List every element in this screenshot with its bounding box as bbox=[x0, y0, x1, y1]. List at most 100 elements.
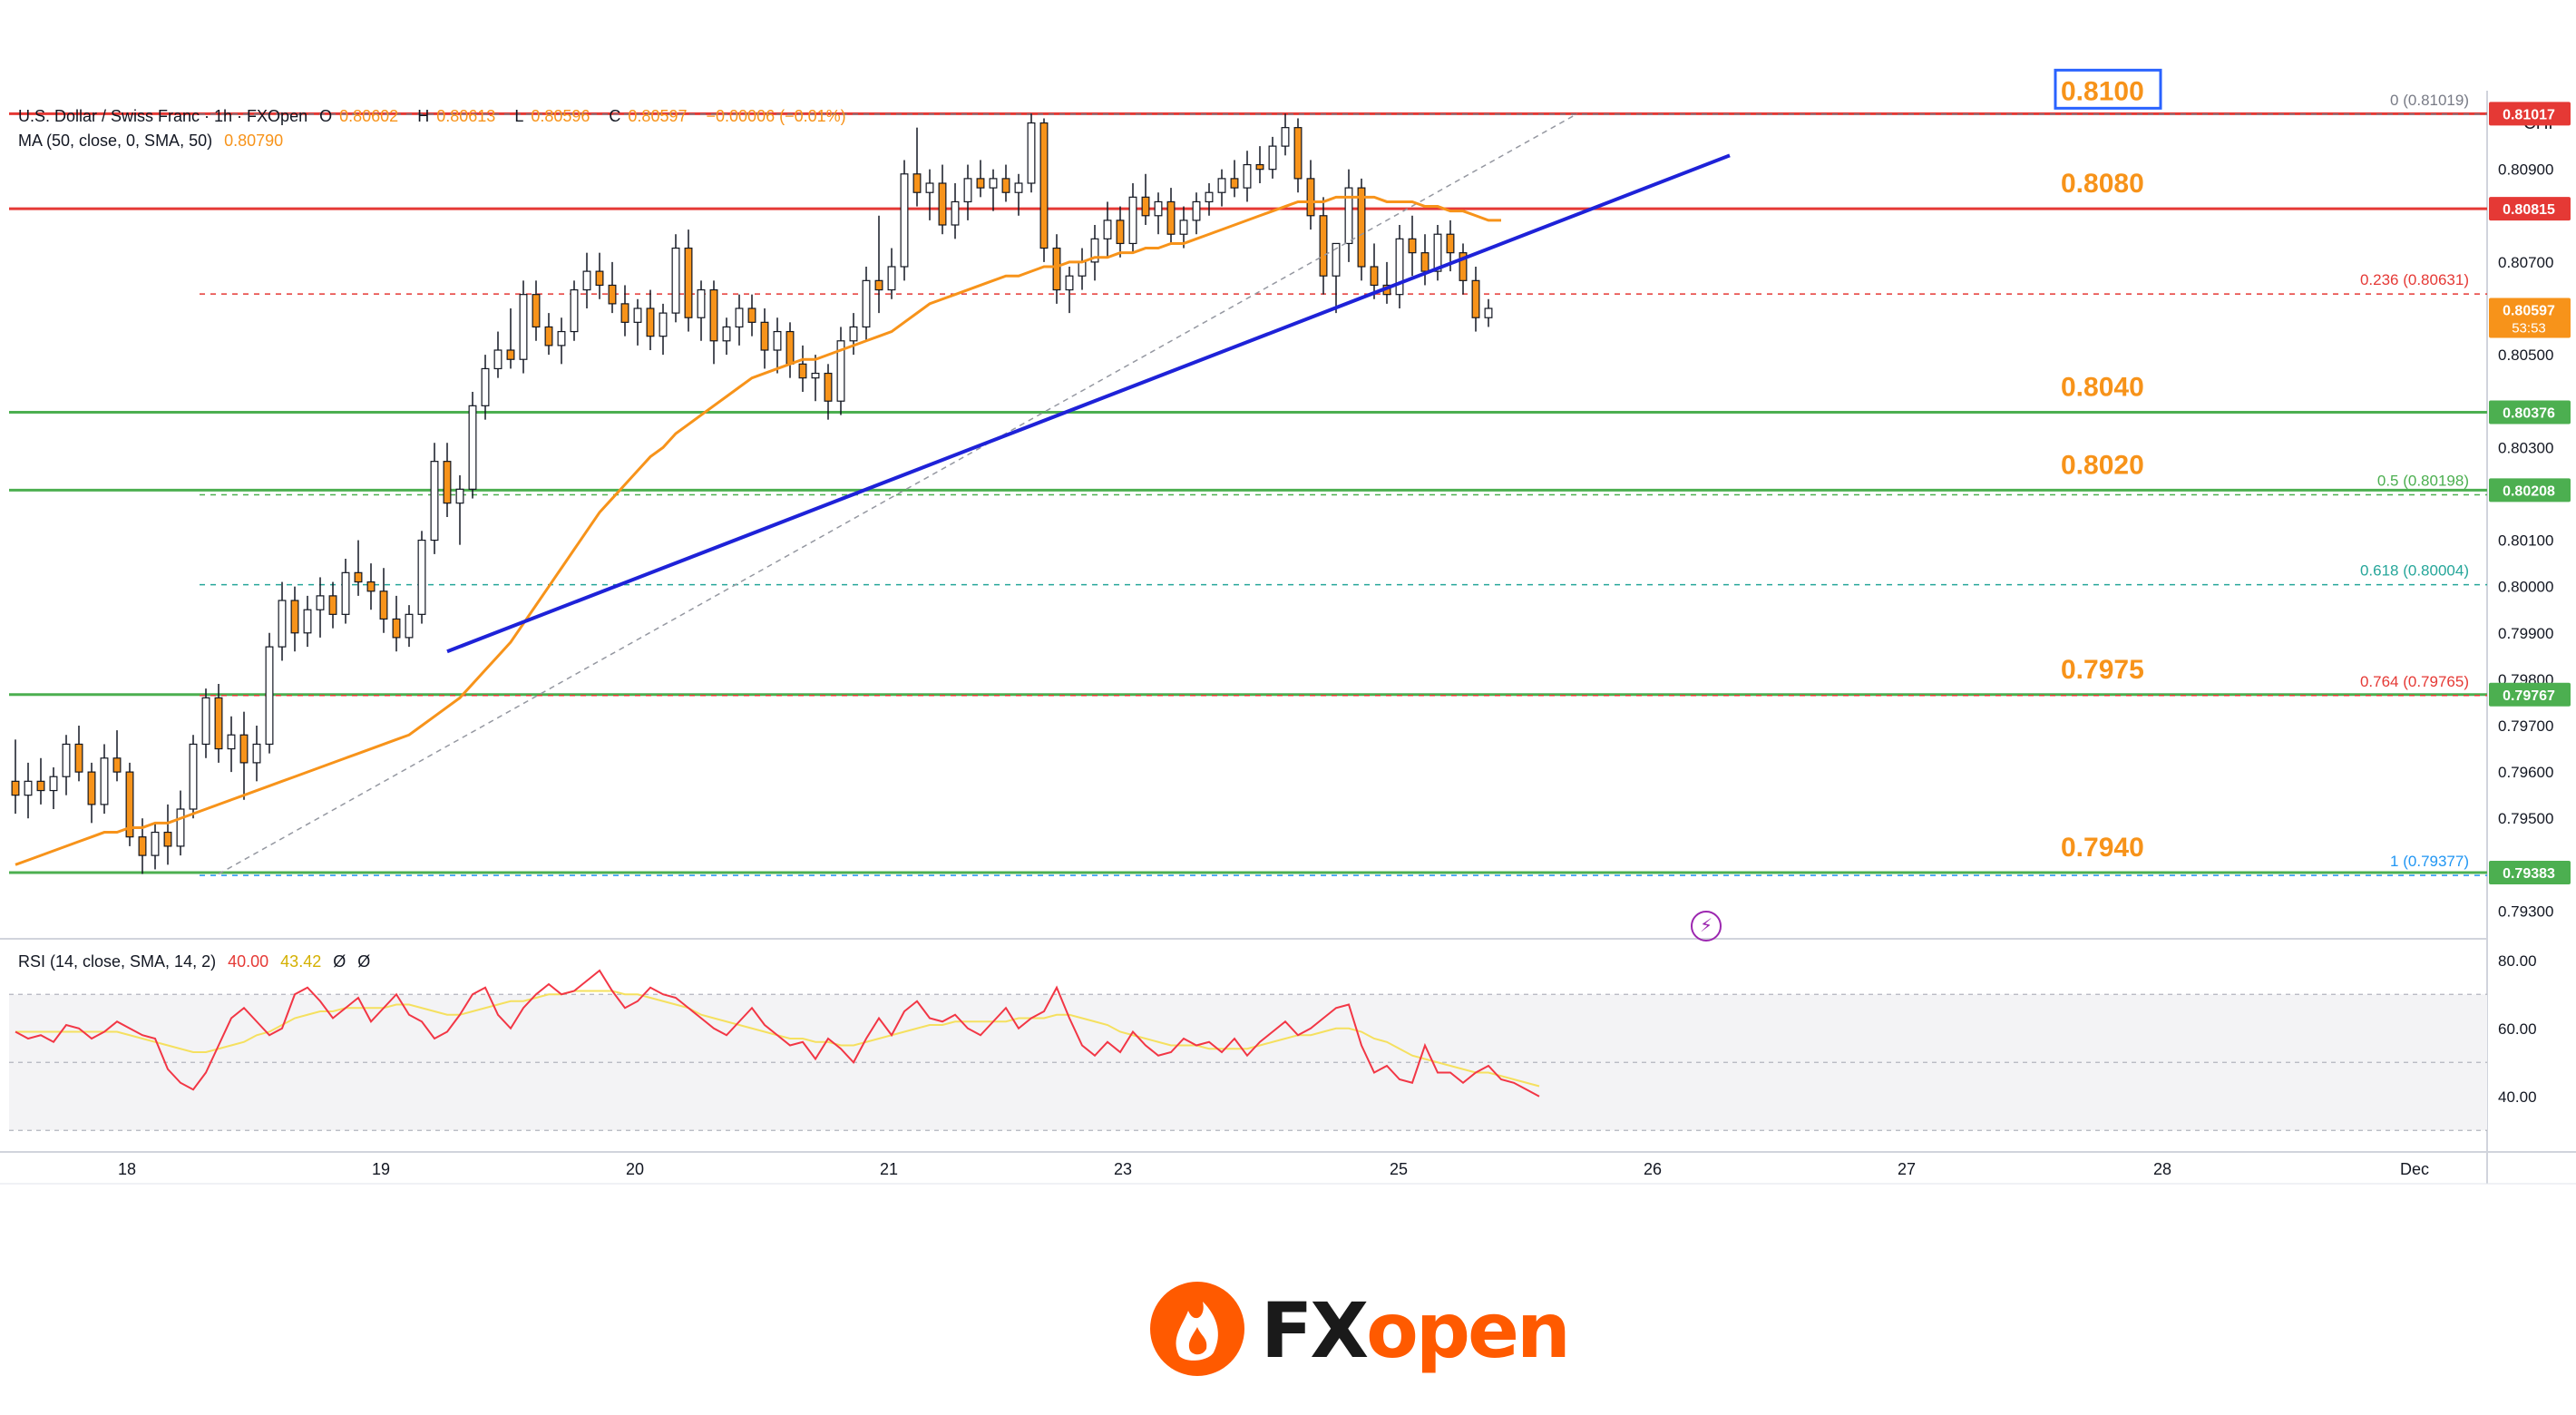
candle-body bbox=[798, 363, 807, 379]
candle-body bbox=[925, 182, 934, 193]
candle-body bbox=[1166, 200, 1176, 235]
candle-body bbox=[1128, 196, 1137, 245]
time-tick-label: 26 bbox=[1644, 1160, 1662, 1178]
candle-body bbox=[570, 288, 579, 333]
candle-body bbox=[201, 697, 210, 746]
price-tag-text: 0.79383 bbox=[2503, 866, 2555, 882]
candle-body bbox=[366, 581, 376, 592]
candle-body bbox=[1395, 238, 1404, 296]
price-tag-box bbox=[2489, 197, 2571, 221]
rsi-line bbox=[15, 969, 1540, 1098]
candle-body bbox=[582, 270, 591, 291]
candle-body bbox=[455, 488, 464, 504]
candle-body bbox=[493, 349, 503, 370]
candle-body bbox=[849, 326, 858, 342]
rsi-value: 40.00 bbox=[228, 952, 269, 971]
candle-body bbox=[900, 173, 909, 268]
candle-body bbox=[785, 330, 795, 365]
candle-body bbox=[1217, 178, 1226, 193]
price-tag-box bbox=[2489, 400, 2571, 424]
ma-50-line bbox=[15, 195, 1501, 866]
candle-body bbox=[443, 461, 452, 504]
ma-value: 0.80790 bbox=[224, 132, 284, 150]
symbol-legend: U.S. Dollar / Swiss Franc · 1h · FXOpen … bbox=[18, 107, 854, 126]
candle-body bbox=[1039, 122, 1049, 249]
price-tick-label: 0.80500 bbox=[2498, 346, 2553, 364]
sr-level-label: 0.8100 bbox=[2061, 76, 2144, 106]
candle-body bbox=[722, 326, 731, 342]
candle-body bbox=[824, 372, 833, 402]
price-tick-label: 0.80900 bbox=[2498, 161, 2553, 179]
candle-body bbox=[354, 571, 363, 583]
candle-body bbox=[862, 279, 871, 328]
candle-body bbox=[697, 288, 706, 318]
ohlc-high: H 0.80613 bbox=[417, 107, 496, 125]
candle-body bbox=[887, 266, 896, 291]
price-tick-label: 0.80000 bbox=[2498, 579, 2553, 596]
rsi-band-fill bbox=[9, 994, 2487, 1131]
sr-level-label: 0.7940 bbox=[2061, 833, 2144, 863]
price-tick-label: 0.79500 bbox=[2498, 810, 2553, 827]
rsi-tick-label: 40.00 bbox=[2498, 1088, 2537, 1106]
candle-body bbox=[252, 743, 261, 764]
candle-body bbox=[176, 808, 185, 847]
candle-body bbox=[265, 646, 274, 746]
rsi-sma-value: 43.42 bbox=[280, 952, 322, 971]
price-tag-text: 0.80376 bbox=[2503, 405, 2555, 421]
candle-body bbox=[1205, 191, 1214, 203]
candle-body bbox=[671, 247, 680, 314]
time-tick-label: 19 bbox=[372, 1160, 390, 1178]
rsi-tick-label: 80.00 bbox=[2498, 952, 2537, 970]
candle-body bbox=[379, 590, 388, 620]
candle-body bbox=[430, 461, 439, 542]
lightning-alert-icon[interactable]: ⚡ bbox=[1691, 911, 1722, 942]
support-trendline bbox=[446, 153, 1731, 654]
candle-body bbox=[1014, 182, 1023, 193]
fib-diagonal-line bbox=[218, 112, 1578, 875]
candle-body bbox=[62, 743, 71, 777]
candle-body bbox=[481, 367, 490, 406]
candle-body bbox=[316, 595, 325, 610]
candle-body bbox=[100, 757, 109, 805]
fxopen-logo: FXopen bbox=[1143, 1270, 1571, 1388]
candle-body bbox=[1103, 220, 1112, 239]
candle-body bbox=[1344, 187, 1353, 245]
candle-body bbox=[519, 294, 528, 360]
candle-body bbox=[341, 571, 350, 615]
ohlc-open: O 0.80602 bbox=[319, 107, 399, 125]
candle-body bbox=[633, 307, 642, 323]
candle-body bbox=[1230, 178, 1239, 189]
price-tag-box bbox=[2489, 682, 2571, 707]
ohlc-change: −0.00006 (−0.01%) bbox=[706, 107, 846, 125]
rsi-extra-1: Ø bbox=[333, 952, 346, 971]
candle-body bbox=[595, 270, 604, 287]
symbol-title: U.S. Dollar / Swiss Franc · 1h · FXOpen bbox=[18, 107, 308, 125]
price-tag-countdown: 53:53 bbox=[2512, 321, 2546, 337]
candle-body bbox=[1281, 127, 1290, 147]
candle-body bbox=[1370, 266, 1379, 287]
price-tag-box bbox=[2489, 298, 2571, 338]
rsi-extra-2: Ø bbox=[357, 952, 371, 971]
candle-body bbox=[468, 405, 477, 490]
price-tick-label: 0.80300 bbox=[2498, 439, 2553, 456]
price-tick-label: 0.79900 bbox=[2498, 625, 2553, 642]
candle-body bbox=[239, 734, 249, 764]
candle-body bbox=[620, 303, 629, 323]
candle-body bbox=[1065, 275, 1074, 291]
candle-body bbox=[303, 609, 312, 634]
candle-body bbox=[1420, 252, 1429, 272]
flame-emblem-icon bbox=[1150, 1282, 1244, 1376]
sr-level-label: 0.8080 bbox=[2061, 169, 2144, 199]
candle-body bbox=[189, 743, 198, 810]
fib-level-label: 0 (0.81019) bbox=[2390, 92, 2469, 109]
candle-body bbox=[608, 284, 617, 305]
candle-body bbox=[138, 836, 147, 856]
candle-body bbox=[87, 771, 96, 805]
price-tick-label: 0.79700 bbox=[2498, 717, 2553, 735]
candle-body bbox=[1459, 252, 1468, 281]
candle-body bbox=[760, 321, 769, 351]
ohlc-low: L 0.80596 bbox=[514, 107, 590, 125]
candle-body bbox=[938, 182, 947, 226]
candle-body bbox=[1027, 122, 1036, 184]
